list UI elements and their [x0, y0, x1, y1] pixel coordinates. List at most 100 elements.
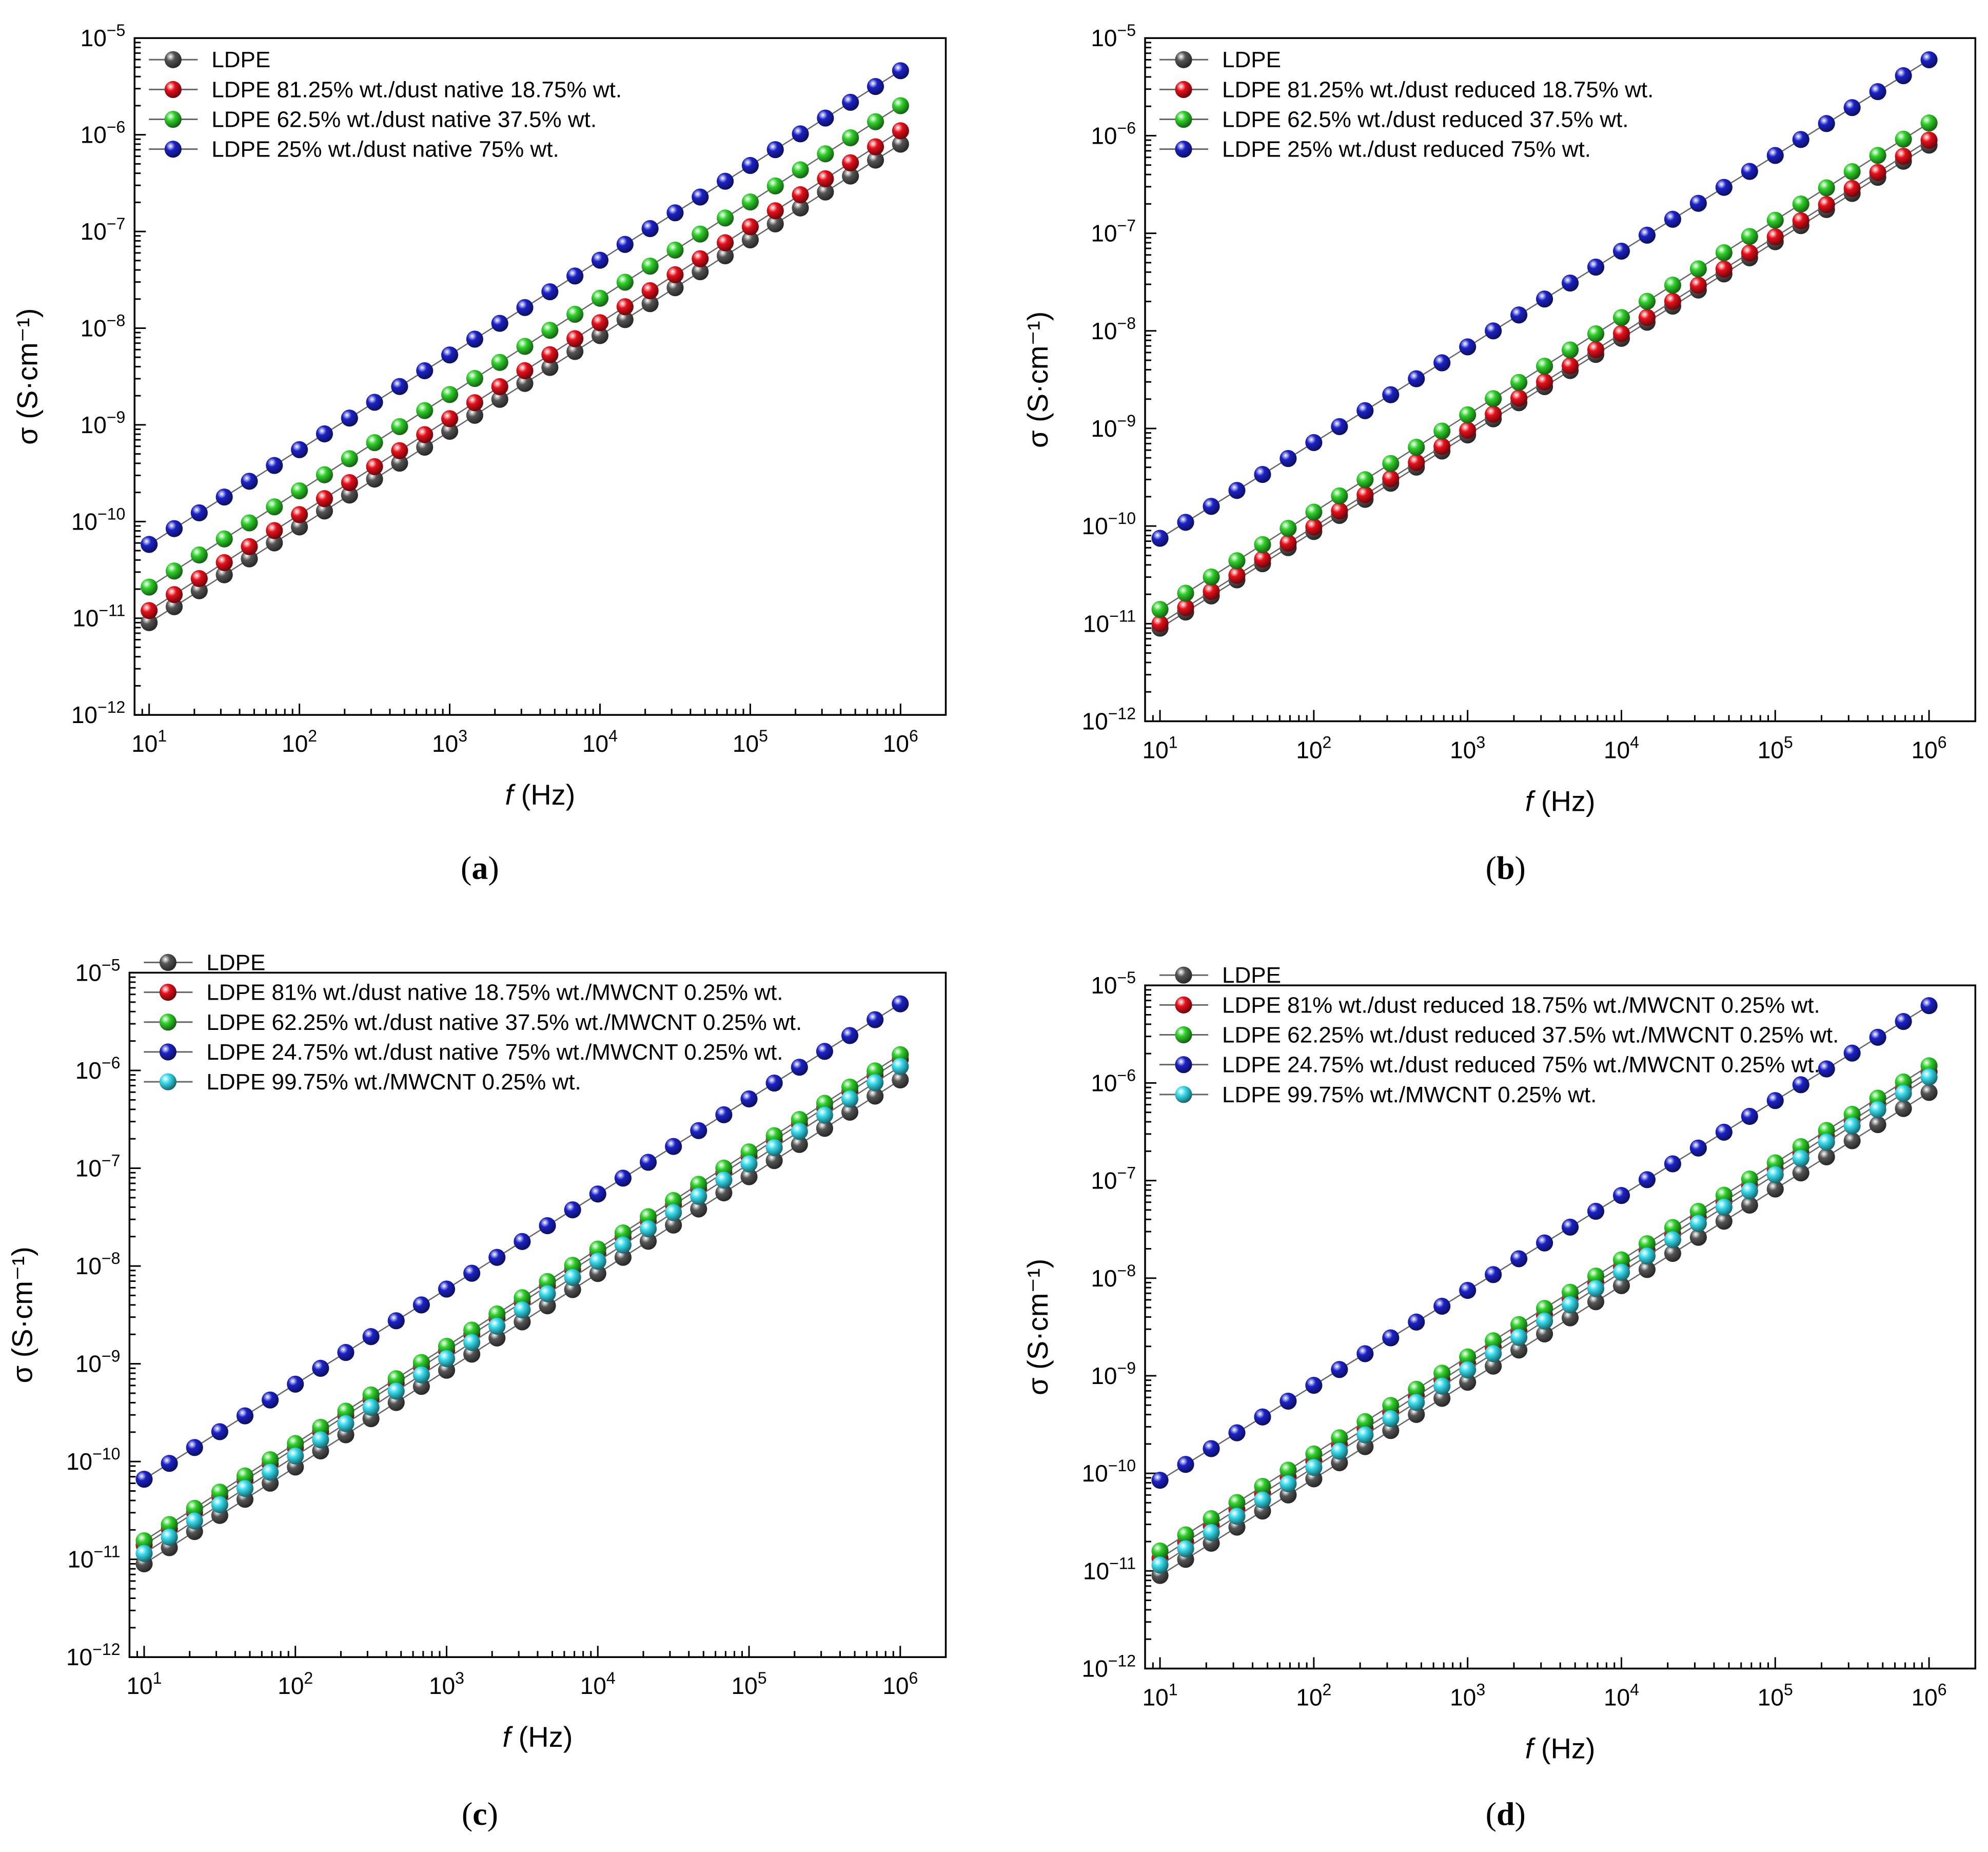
data-point: [1689, 1215, 1707, 1232]
legend-marker: [1175, 81, 1192, 98]
data-point: [1587, 1293, 1605, 1311]
data-point: [591, 289, 609, 307]
data-point: [1612, 1263, 1630, 1281]
data-point: [639, 1220, 657, 1238]
data-point: [1203, 582, 1220, 600]
data-point: [1792, 1149, 1809, 1167]
data-point: [488, 1329, 506, 1347]
y-tick-label: 10−9: [81, 408, 126, 438]
x-tick-label: 104: [580, 1669, 616, 1699]
data-point: [1818, 1122, 1835, 1139]
legend-item: LDPE 81.25% wt./dust reduced 18.75% wt.: [1159, 77, 1654, 102]
data-point: [539, 1297, 556, 1315]
y-tick-label: 10−8: [1091, 1261, 1136, 1292]
data-point: [1510, 1250, 1528, 1268]
data-point: [491, 354, 508, 371]
data-point: [1536, 1312, 1553, 1330]
y-tick-label: 10−12: [1082, 705, 1136, 735]
data-point: [1843, 1132, 1861, 1149]
legend-label: LDPE 25% wt./dust reduced 75% wt.: [1222, 137, 1591, 162]
data-point: [1818, 115, 1835, 132]
x-tick-label: 106: [883, 727, 918, 757]
legend-marker: [159, 984, 176, 1001]
data-point: [241, 538, 258, 555]
legend-label: LDPE 24.75% wt./dust reduced 75% wt./MWC…: [1222, 1052, 1820, 1078]
y-tick-label: 10−11: [1083, 607, 1136, 637]
data-point: [186, 1439, 203, 1456]
data-point: [716, 234, 734, 251]
data-point: [666, 241, 684, 259]
data-point: [438, 1337, 456, 1355]
x-tick-label: 106: [882, 1669, 918, 1699]
data-point: [589, 1240, 606, 1258]
series-green: [1151, 114, 1938, 618]
data-point: [1895, 1012, 1912, 1030]
data-point: [1920, 997, 1938, 1015]
data-point: [514, 1233, 531, 1250]
data-point: [291, 482, 308, 499]
data-point: [1382, 1329, 1400, 1347]
data-point: [1382, 1422, 1400, 1439]
data-point: [463, 1321, 481, 1339]
series-LDPE: [1151, 1084, 1938, 1584]
data-point: [791, 1110, 808, 1128]
data-point: [1638, 1235, 1656, 1253]
data-point: [1510, 389, 1528, 407]
data-point: [1536, 1300, 1553, 1317]
plot-frame: [1144, 984, 1977, 1670]
data-point: [1485, 322, 1502, 340]
legend-label: LDPE 81.25% wt./dust reduced 18.75% wt.: [1222, 77, 1654, 102]
data-point: [1536, 1325, 1553, 1342]
data-point: [765, 1127, 783, 1144]
data-point: [1818, 196, 1835, 213]
data-point: [1485, 1332, 1502, 1350]
chart-panel-c: 101 102 103 104 105 106 10−12 10−11 10−10 10−9 10−…: [6, 950, 947, 1753]
data-point: [1561, 1218, 1579, 1236]
data-point: [262, 1464, 279, 1481]
data-point: [1715, 1198, 1733, 1216]
y-tick-label: 10−10: [66, 1445, 120, 1475]
data-point: [616, 298, 634, 316]
data-point: [816, 1106, 833, 1124]
data-point: [514, 1301, 531, 1319]
data-point: [463, 1264, 481, 1282]
data-point: [665, 1204, 682, 1221]
data-point: [516, 338, 534, 355]
data-point: [1408, 1406, 1425, 1423]
data-point: [867, 151, 884, 169]
data-point: [1228, 552, 1246, 570]
data-point: [391, 418, 408, 435]
data-point: [362, 1328, 380, 1346]
data-point: [441, 346, 459, 364]
data-point: [241, 514, 258, 532]
y-axis-title: σ (S·cm⁻¹): [11, 308, 43, 445]
data-point: [539, 1217, 556, 1235]
data-point: [1408, 370, 1425, 387]
data-point: [892, 1058, 909, 1075]
data-point: [1766, 1166, 1784, 1183]
data-point: [1689, 1139, 1707, 1157]
data-point: [262, 1391, 279, 1409]
data-point: [362, 1398, 380, 1416]
data-point: [1331, 1442, 1348, 1460]
data-point: [892, 122, 909, 140]
data-point: [740, 1090, 758, 1108]
data-point: [1254, 1491, 1271, 1509]
data-point: [516, 362, 534, 379]
data-point: [1587, 258, 1605, 276]
data-point: [692, 188, 709, 206]
data-point: [186, 1499, 203, 1517]
data-point: [161, 1516, 178, 1533]
data-point: [1741, 163, 1758, 180]
legend-marker: [1175, 141, 1192, 158]
data-point: [1766, 1154, 1784, 1172]
legend-marker: [1175, 51, 1192, 68]
data-point: [466, 369, 483, 387]
data-point: [1510, 1329, 1528, 1346]
y-tick-label: 10−9: [1091, 1359, 1136, 1389]
chart-panel-a: 101 102 103 104 105 106 10−12 10−11 10−10 10−9 10−…: [11, 21, 947, 811]
data-point: [291, 441, 308, 458]
data-point: [842, 93, 859, 111]
data-point: [1920, 114, 1938, 132]
